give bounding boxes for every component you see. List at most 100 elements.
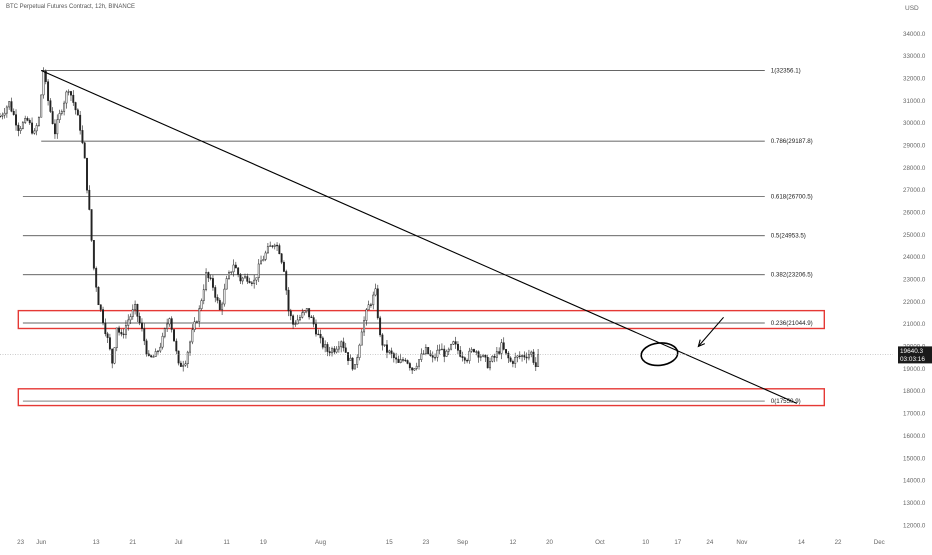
candle-body [35, 125, 38, 132]
candle [60, 109, 63, 116]
candle [58, 109, 61, 123]
candle [427, 346, 430, 355]
candle-body [113, 347, 116, 364]
candle [440, 343, 443, 351]
candle [8, 101, 11, 110]
x-tick-label: 23 [422, 539, 429, 546]
candle [136, 303, 139, 322]
candle [269, 241, 272, 247]
y-tick-label: 17000.0 [903, 411, 926, 418]
candle [280, 252, 283, 265]
candle [511, 359, 514, 368]
candle-body [253, 279, 256, 284]
axes: USD 12000.0 13000.0 14000.0 15000.0 16000.0 17… [17, 5, 932, 546]
candle-body [369, 304, 372, 306]
candle-body [482, 354, 485, 357]
candle [452, 340, 455, 345]
candle-body [15, 114, 17, 126]
candle-body [466, 360, 469, 362]
candle-body [0, 116, 1, 118]
candle [429, 350, 432, 357]
candle [218, 298, 221, 311]
candle [138, 312, 141, 326]
candle-body [285, 271, 288, 291]
candle-body [303, 310, 306, 313]
candle [498, 347, 501, 356]
candle [0, 113, 1, 118]
candle [152, 354, 155, 358]
candle [381, 333, 384, 351]
candle [24, 115, 27, 124]
candle-body [3, 112, 6, 116]
candle-body [470, 349, 473, 352]
arrow-shaft [697, 316, 724, 347]
candle [527, 349, 530, 361]
candle [141, 318, 143, 332]
candle-body [324, 344, 327, 348]
candle [63, 100, 66, 116]
candle [127, 314, 130, 331]
candle-body [86, 157, 88, 191]
candle-body [360, 331, 363, 346]
candle [168, 317, 171, 327]
candle [86, 157, 88, 194]
candle [40, 94, 43, 118]
candle [502, 337, 505, 351]
candle-body [475, 351, 478, 353]
candle [250, 281, 253, 287]
candle-body [246, 276, 249, 282]
candle [351, 357, 354, 371]
candle [518, 351, 521, 360]
candle [408, 361, 411, 371]
x-tick-label: Nov [736, 539, 748, 546]
candle [523, 351, 526, 361]
candle [395, 352, 398, 364]
candle [134, 300, 137, 315]
candle [422, 350, 425, 355]
candle-body [209, 277, 212, 279]
candle [372, 291, 375, 310]
candle [159, 342, 162, 353]
candle [358, 343, 361, 361]
candle-body [157, 350, 159, 353]
candle-body [260, 260, 262, 265]
candle-body [493, 355, 496, 358]
candle-body [486, 356, 489, 369]
candle-body [72, 94, 75, 103]
y-tick-label: 25000.0 [903, 232, 926, 239]
candle-body [234, 264, 237, 269]
candle-body [282, 262, 285, 272]
candle-body [161, 335, 164, 348]
candle [17, 122, 20, 137]
candle [31, 117, 34, 135]
candle [521, 354, 524, 362]
x-tick-label: Jun [36, 539, 47, 546]
candle [489, 357, 491, 371]
candle [278, 243, 281, 255]
candle [104, 318, 107, 337]
candle [468, 347, 471, 364]
candle-body [479, 356, 482, 358]
candle-body [104, 322, 107, 335]
candle [131, 304, 134, 320]
candle-body [63, 102, 66, 112]
y-tick-label: 27000.0 [903, 187, 926, 194]
y-tick-label: 28000.0 [903, 165, 926, 172]
candle-body [264, 252, 267, 260]
y-axis-unit: USD [905, 5, 919, 12]
candle [200, 298, 203, 311]
highlight-ellipse [640, 342, 679, 367]
candle-body [427, 347, 430, 355]
candle [56, 114, 59, 139]
candle-body [120, 332, 123, 335]
candle-body [397, 358, 400, 363]
candle [209, 274, 212, 281]
candle [193, 317, 196, 333]
candle [118, 325, 121, 336]
candle-body [58, 113, 61, 121]
candle-body [214, 287, 217, 298]
candle-body [31, 122, 34, 134]
candle-body [51, 111, 54, 124]
